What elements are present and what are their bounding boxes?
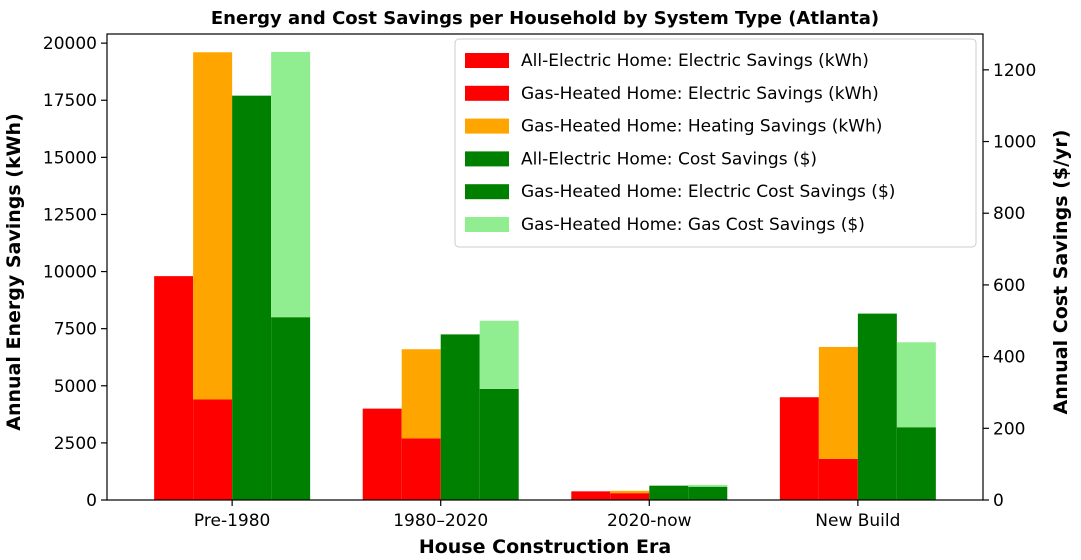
x-tick-label-1: Pre-1980 [194, 511, 270, 531]
y-tick-label-7: 15000 [43, 148, 97, 168]
x-tick-label-4: New Build [815, 511, 900, 531]
bar-series-1-2 [362, 408, 402, 500]
y-tick-label-4: 7500 [54, 320, 97, 340]
y2-tick-label-5: 800 [993, 204, 1025, 224]
bar-series-1-1 [154, 276, 194, 500]
bar-series-1-3 [571, 491, 611, 500]
bar-series-2-1 [193, 399, 233, 500]
y2-tick-label-4: 600 [993, 276, 1025, 296]
y2-tick-label-1: 0 [993, 491, 1004, 511]
bar-series-6-3 [688, 484, 728, 487]
bar-series-4-3 [649, 485, 689, 500]
legend-swatch-4 [465, 151, 509, 167]
y-tick-label-1: 0 [86, 491, 97, 511]
y2-tick-label-6: 1000 [993, 133, 1036, 153]
y-tick-label-6: 12500 [43, 205, 97, 225]
bar-series-5-4 [896, 427, 936, 500]
bar-series-1-4 [779, 397, 819, 500]
y-tick-label-5: 10000 [43, 263, 97, 283]
y2-tick-label-2: 200 [993, 419, 1025, 439]
legend-label-3: Gas-Heated Home: Heating Savings (kWh) [521, 117, 882, 137]
x-tick-label-3: 2020-now [607, 511, 692, 531]
bar-series-2-3 [610, 493, 650, 500]
y-axis-label: Annual Energy Savings (kWh) [3, 113, 25, 431]
bar-series-2-2 [401, 438, 441, 500]
y-tick-label-3: 5000 [54, 377, 97, 397]
bar-series-6-2 [479, 320, 519, 389]
legend-label-1: All-Electric Home: Electric Savings (kWh… [521, 51, 869, 71]
legend-label-5: Gas-Heated Home: Electric Cost Savings (… [521, 182, 895, 202]
x-axis-label: House Construction Era [419, 536, 671, 558]
y-tick-label-8: 17500 [43, 91, 97, 111]
bars-layer [154, 51, 936, 500]
axes-layer: 0 2500 5000 7500 10000 12500 15000 17500 20000 0 2… [43, 33, 1036, 531]
bar-series-3-2 [401, 349, 441, 439]
legend-swatch-2 [465, 85, 509, 101]
bar-series-2-4 [818, 458, 858, 500]
y2-tick-label-3: 400 [993, 348, 1025, 368]
legend-swatch-5 [465, 184, 509, 200]
bar-series-5-2 [479, 388, 519, 500]
legend-swatch-1 [465, 53, 509, 68]
bar-series-6-4 [896, 342, 936, 428]
y-tick-label-9: 20000 [43, 34, 97, 54]
bar-series-4-2 [440, 334, 480, 500]
bar-series-4-4 [857, 313, 897, 500]
chart-title: Energy and Cost Savings per Household by… [211, 8, 879, 29]
bar-series-4-1 [232, 95, 272, 500]
x-tick-label-2: 1980–2020 [393, 511, 488, 531]
bar-series-3-4 [818, 346, 858, 459]
y2-tick-label-7: 1200 [993, 61, 1036, 81]
legend-swatch-6 [465, 217, 509, 232]
legend-label-4: All-Electric Home: Cost Savings ($) [521, 149, 817, 169]
bar-series-3-1 [193, 52, 233, 400]
plot-frame [106, 33, 984, 501]
legend-label-6: Gas-Heated Home: Gas Cost Savings ($) [521, 215, 865, 235]
legend-label-2: Gas-Heated Home: Electric Savings (kWh) [521, 84, 879, 104]
bar-series-3-3 [610, 490, 650, 494]
legend-frame [454, 38, 977, 248]
bar-series-6-1 [271, 51, 311, 318]
bar-series-5-1 [271, 317, 311, 500]
legend-swatch-3 [465, 118, 509, 134]
legend: All-Electric Home: Electric Savings (kWh… [454, 38, 977, 248]
y2-axis-label: Annual Cost Savings ($/yr) [1050, 130, 1072, 415]
bar-series-5-3 [688, 486, 728, 500]
y-tick-label-2: 2500 [54, 434, 97, 454]
